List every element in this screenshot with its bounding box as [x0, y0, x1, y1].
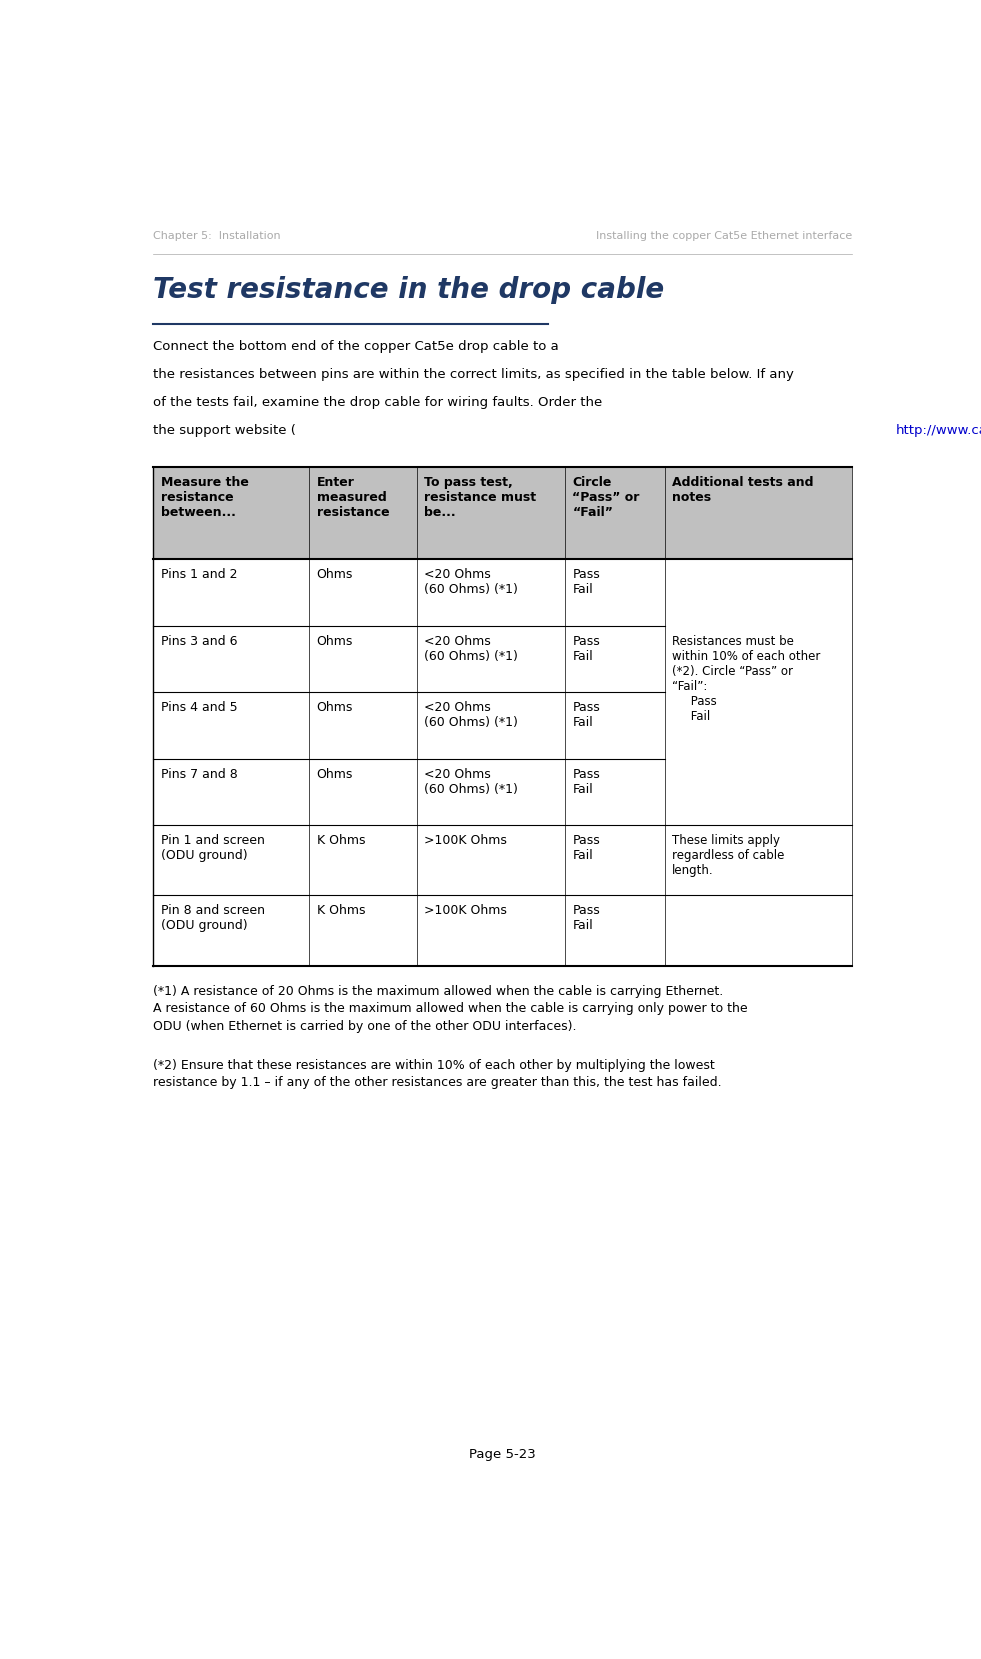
Text: Connect the bottom end of the copper Cat5e drop cable to a: Connect the bottom end of the copper Cat…	[153, 340, 563, 353]
Text: Pass
Fail: Pass Fail	[572, 635, 600, 662]
Text: (*1) A resistance of 20 Ohms is the maximum allowed when the cable is carrying E: (*1) A resistance of 20 Ohms is the maxi…	[153, 985, 748, 1032]
Bar	[153, 559, 852, 625]
Text: Installing the copper Cat5e Ethernet interface: Installing the copper Cat5e Ethernet int…	[596, 231, 852, 241]
Text: Additional tests and
notes: Additional tests and notes	[672, 476, 813, 504]
Text: Ohms: Ohms	[317, 702, 353, 713]
Text: Pass
Fail: Pass Fail	[572, 768, 600, 796]
Text: of the tests fail, examine the drop cable for wiring faults. Order the: of the tests fail, examine the drop cabl…	[153, 397, 606, 408]
Text: K Ohms: K Ohms	[317, 834, 365, 848]
Text: Pass
Fail: Pass Fail	[572, 702, 600, 728]
Text: Circle
“Pass” or
“Fail”: Circle “Pass” or “Fail”	[572, 476, 640, 519]
Bar	[153, 468, 852, 559]
Text: To pass test,
resistance must
be...: To pass test, resistance must be...	[425, 476, 537, 519]
Text: Ohms: Ohms	[317, 635, 353, 647]
Text: <20 Ohms
(60 Ohms) (*1): <20 Ohms (60 Ohms) (*1)	[425, 768, 518, 796]
Text: Ohms: Ohms	[317, 768, 353, 780]
Bar	[153, 625, 852, 692]
Text: Enter
measured
resistance: Enter measured resistance	[317, 476, 389, 519]
Text: Ohms: Ohms	[317, 569, 353, 581]
Bar	[153, 825, 852, 896]
Text: the resistances between pins are within the correct limits, as specified in the : the resistances between pins are within …	[153, 368, 794, 380]
Text: http://www.cambiumnetworks.com/support: http://www.cambiumnetworks.com/support	[897, 425, 981, 436]
Text: Pass
Fail: Pass Fail	[572, 834, 600, 863]
Bar	[153, 758, 852, 825]
Bar	[153, 896, 852, 966]
Text: the support website (: the support website (	[153, 425, 296, 436]
Text: Pin 8 and screen
(ODU ground): Pin 8 and screen (ODU ground)	[161, 904, 265, 932]
Text: >100K Ohms: >100K Ohms	[425, 834, 507, 848]
Text: Resistances must be
within 10% of each other
(*2). Circle “Pass” or
“Fail”:
    : Resistances must be within 10% of each o…	[672, 635, 821, 723]
Text: (*2) Ensure that these resistances are within 10% of each other by multiplying t: (*2) Ensure that these resistances are w…	[153, 1058, 722, 1090]
Text: Measure the
resistance
between...: Measure the resistance between...	[161, 476, 248, 519]
Text: These limits apply
regardless of cable
length.: These limits apply regardless of cable l…	[672, 834, 785, 878]
Text: <20 Ohms
(60 Ohms) (*1): <20 Ohms (60 Ohms) (*1)	[425, 635, 518, 662]
Text: <20 Ohms
(60 Ohms) (*1): <20 Ohms (60 Ohms) (*1)	[425, 569, 518, 596]
Text: Pins 1 and 2: Pins 1 and 2	[161, 569, 237, 581]
Text: Pins 3 and 6: Pins 3 and 6	[161, 635, 237, 647]
Text: Chapter 5:  Installation: Chapter 5: Installation	[153, 231, 281, 241]
Text: <20 Ohms
(60 Ohms) (*1): <20 Ohms (60 Ohms) (*1)	[425, 702, 518, 728]
Text: >100K Ohms: >100K Ohms	[425, 904, 507, 917]
Text: Page 5-23: Page 5-23	[469, 1448, 537, 1462]
Text: Pins 7 and 8: Pins 7 and 8	[161, 768, 237, 780]
Text: Test resistance in the drop cable: Test resistance in the drop cable	[153, 275, 664, 304]
Text: Pin 1 and screen
(ODU ground): Pin 1 and screen (ODU ground)	[161, 834, 265, 863]
Bar	[153, 692, 852, 758]
Text: Pass
Fail: Pass Fail	[572, 904, 600, 932]
Text: Pass
Fail: Pass Fail	[572, 569, 600, 596]
Text: Pins 4 and 5: Pins 4 and 5	[161, 702, 237, 713]
Text: K Ohms: K Ohms	[317, 904, 365, 917]
